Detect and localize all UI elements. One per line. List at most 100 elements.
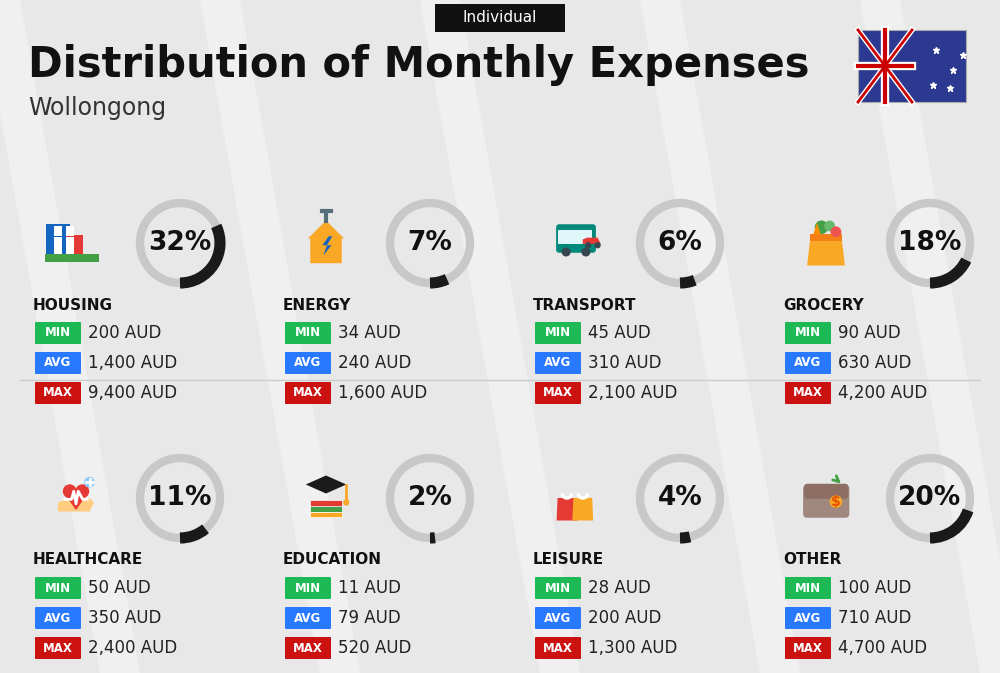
FancyBboxPatch shape [785,382,831,404]
FancyBboxPatch shape [535,322,581,344]
Text: LEISURE: LEISURE [533,553,604,567]
FancyBboxPatch shape [35,637,81,659]
Text: 2,400 AUD: 2,400 AUD [88,639,177,657]
Text: AVG: AVG [794,612,822,625]
Text: 34 AUD: 34 AUD [338,324,401,342]
Text: 20%: 20% [898,485,962,511]
FancyBboxPatch shape [310,506,342,511]
Circle shape [830,495,842,508]
FancyBboxPatch shape [285,322,331,344]
Text: 1,400 AUD: 1,400 AUD [88,354,177,372]
Text: MAX: MAX [793,641,823,655]
Circle shape [581,248,590,256]
Circle shape [75,485,89,498]
Text: HEALTHCARE: HEALTHCARE [33,553,143,567]
FancyBboxPatch shape [785,352,831,374]
FancyBboxPatch shape [535,382,581,404]
Text: ENERGY: ENERGY [283,297,352,312]
Text: Individual: Individual [463,11,537,26]
Text: MIN: MIN [295,581,321,594]
Polygon shape [308,221,344,263]
Text: MIN: MIN [795,326,821,339]
Text: AVG: AVG [544,612,572,625]
FancyBboxPatch shape [785,637,831,659]
Polygon shape [306,476,346,493]
Circle shape [585,242,591,248]
Circle shape [594,242,601,248]
FancyBboxPatch shape [310,512,342,518]
Text: MIN: MIN [795,581,821,594]
FancyBboxPatch shape [66,237,74,247]
Text: Distribution of Monthly Expenses: Distribution of Monthly Expenses [28,44,810,86]
Text: 11%: 11% [148,485,212,511]
Polygon shape [20,0,320,673]
FancyBboxPatch shape [535,607,581,629]
FancyBboxPatch shape [66,225,74,236]
Text: MAX: MAX [43,386,73,400]
Text: 28 AUD: 28 AUD [588,579,651,597]
Text: MIN: MIN [45,581,71,594]
FancyBboxPatch shape [556,224,596,253]
Polygon shape [680,0,980,673]
FancyBboxPatch shape [285,637,331,659]
Circle shape [815,221,828,234]
Text: 4,700 AUD: 4,700 AUD [838,639,927,657]
Text: AVG: AVG [794,357,822,369]
FancyBboxPatch shape [785,322,831,344]
Text: MAX: MAX [43,641,73,655]
Text: 710 AUD: 710 AUD [838,609,911,627]
FancyBboxPatch shape [285,577,331,599]
Text: 1,300 AUD: 1,300 AUD [588,639,677,657]
Text: 2,100 AUD: 2,100 AUD [588,384,677,402]
FancyBboxPatch shape [35,607,81,629]
Text: 240 AUD: 240 AUD [338,354,411,372]
FancyBboxPatch shape [285,352,331,374]
Text: HOUSING: HOUSING [33,297,113,312]
FancyBboxPatch shape [54,237,62,247]
Polygon shape [58,498,94,511]
Circle shape [562,248,571,256]
Polygon shape [322,236,332,256]
Text: MAX: MAX [293,641,323,655]
Text: TRANSPORT: TRANSPORT [533,297,637,312]
Circle shape [343,499,349,505]
Text: 6%: 6% [658,230,702,256]
FancyBboxPatch shape [804,484,848,499]
Text: 11 AUD: 11 AUD [338,579,401,597]
FancyBboxPatch shape [66,235,83,262]
FancyBboxPatch shape [54,246,62,256]
FancyBboxPatch shape [35,577,81,599]
Polygon shape [583,238,601,244]
FancyBboxPatch shape [46,224,70,262]
Text: OTHER: OTHER [783,553,841,567]
Text: 50 AUD: 50 AUD [88,579,151,597]
Polygon shape [0,0,100,673]
Text: AVG: AVG [294,357,322,369]
Circle shape [63,485,77,498]
FancyBboxPatch shape [810,234,842,241]
Text: 4,200 AUD: 4,200 AUD [838,384,927,402]
Text: AVG: AVG [44,357,72,369]
Text: 2%: 2% [408,485,452,511]
Text: 79 AUD: 79 AUD [338,609,401,627]
FancyBboxPatch shape [35,322,81,344]
Text: 32%: 32% [148,230,212,256]
FancyBboxPatch shape [858,30,966,102]
FancyBboxPatch shape [803,485,849,518]
Text: 350 AUD: 350 AUD [88,609,161,627]
Polygon shape [460,0,760,673]
Text: MIN: MIN [545,326,571,339]
Text: MAX: MAX [293,386,323,400]
FancyBboxPatch shape [558,230,572,244]
FancyBboxPatch shape [35,352,81,374]
FancyBboxPatch shape [535,637,581,659]
Text: 520 AUD: 520 AUD [338,639,411,657]
Text: 90 AUD: 90 AUD [838,324,901,342]
Text: AVG: AVG [294,612,322,625]
FancyBboxPatch shape [310,500,342,507]
Polygon shape [557,498,577,520]
FancyBboxPatch shape [44,254,98,262]
FancyBboxPatch shape [435,4,565,32]
Text: MIN: MIN [545,581,571,594]
Polygon shape [63,492,89,510]
